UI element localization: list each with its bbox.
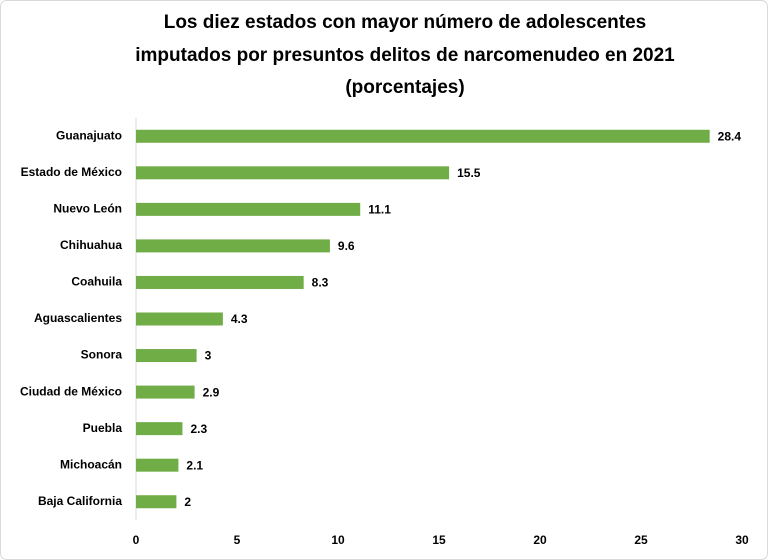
data-label: 3 bbox=[205, 349, 212, 363]
y-tick-label: Baja California bbox=[38, 494, 122, 508]
bar bbox=[136, 385, 195, 399]
data-label: 4.3 bbox=[231, 312, 248, 326]
bar bbox=[136, 202, 361, 216]
bar bbox=[136, 458, 179, 472]
data-label: 2.3 bbox=[190, 422, 207, 436]
data-label: 28.4 bbox=[718, 129, 742, 143]
y-tick-label: Guanajuato bbox=[56, 128, 122, 142]
bar bbox=[136, 239, 330, 253]
bar bbox=[136, 495, 177, 509]
bar bbox=[136, 312, 223, 326]
data-label: 8.3 bbox=[312, 276, 329, 290]
x-tick-label: 30 bbox=[735, 533, 749, 547]
chart-title: Los diez estados con mayor número de ado… bbox=[164, 12, 647, 33]
x-tick-label: 5 bbox=[234, 533, 241, 547]
bar bbox=[136, 275, 304, 289]
y-tick-label: Aguascalientes bbox=[34, 311, 122, 325]
data-label: 2.9 bbox=[203, 385, 220, 399]
bar bbox=[136, 166, 450, 180]
data-label: 2 bbox=[184, 495, 191, 509]
bar bbox=[136, 349, 197, 363]
y-tick-label: Michoacán bbox=[60, 457, 122, 471]
y-tick-label: Nuevo León bbox=[53, 202, 122, 216]
bar bbox=[136, 422, 183, 436]
data-label: 2.1 bbox=[186, 458, 203, 472]
chart-title: imputados por presuntos delitos de narco… bbox=[135, 45, 675, 66]
data-label: 11.1 bbox=[368, 203, 391, 217]
chart-title: (porcentajes) bbox=[345, 77, 464, 98]
y-tick-label: Chihuahua bbox=[60, 238, 122, 252]
y-tick-label: Ciudad de México bbox=[20, 384, 122, 398]
y-tick-label: Estado de México bbox=[21, 165, 122, 179]
x-tick-label: 0 bbox=[133, 533, 140, 547]
x-tick-label: 25 bbox=[634, 533, 648, 547]
data-label: 9.6 bbox=[338, 239, 355, 253]
y-tick-label: Coahuila bbox=[71, 275, 122, 289]
x-tick-label: 20 bbox=[533, 533, 547, 547]
x-tick-label: 15 bbox=[432, 533, 446, 547]
y-tick-label: Puebla bbox=[83, 421, 123, 435]
data-label: 15.5 bbox=[457, 166, 481, 180]
bar bbox=[136, 129, 710, 143]
x-tick-label: 10 bbox=[331, 533, 345, 547]
y-tick-label: Sonora bbox=[81, 348, 123, 362]
